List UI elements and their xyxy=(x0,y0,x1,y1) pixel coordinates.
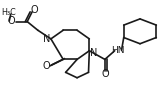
Text: O: O xyxy=(102,69,110,79)
Text: H₃C: H₃C xyxy=(1,8,16,17)
Text: O: O xyxy=(31,5,38,15)
Text: O: O xyxy=(42,61,50,71)
Text: N: N xyxy=(90,48,98,58)
Text: O: O xyxy=(8,16,16,26)
Text: HN: HN xyxy=(111,46,125,55)
Text: N: N xyxy=(43,34,50,44)
